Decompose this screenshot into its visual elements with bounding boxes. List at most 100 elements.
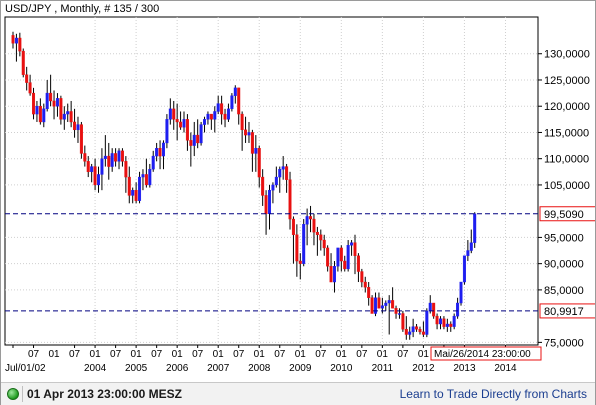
candle-down[interactable] bbox=[223, 113, 227, 120]
candle-up[interactable] bbox=[199, 124, 203, 144]
candle-up[interactable] bbox=[42, 108, 46, 123]
candle-up[interactable] bbox=[131, 189, 135, 196]
candle-down[interactable] bbox=[38, 106, 42, 123]
candle-up[interactable] bbox=[374, 297, 378, 314]
candle-up[interactable] bbox=[425, 310, 429, 335]
candle-down[interactable] bbox=[257, 147, 261, 178]
candle-down[interactable] bbox=[353, 242, 357, 256]
candle-up[interactable] bbox=[428, 302, 432, 312]
candle-down[interactable] bbox=[322, 239, 326, 249]
candle-down[interactable] bbox=[442, 318, 446, 327]
candle-up[interactable] bbox=[271, 184, 275, 191]
candle-up[interactable] bbox=[62, 113, 66, 120]
candle-up[interactable] bbox=[192, 134, 196, 146]
candle-up[interactable] bbox=[45, 92, 49, 110]
candle-down[interactable] bbox=[25, 74, 29, 83]
candle-down[interactable] bbox=[79, 124, 83, 154]
candle-up[interactable] bbox=[206, 113, 210, 120]
candle-down[interactable] bbox=[32, 92, 36, 115]
candle-down[interactable] bbox=[93, 166, 97, 186]
candle-down[interactable] bbox=[309, 216, 313, 220]
candle-down[interactable] bbox=[189, 140, 193, 146]
candle-up[interactable] bbox=[332, 266, 336, 283]
candle-down[interactable] bbox=[343, 260, 347, 270]
candle-down[interactable] bbox=[394, 308, 398, 314]
candle-up[interactable] bbox=[281, 166, 285, 170]
candle-up[interactable] bbox=[387, 300, 391, 304]
candle-up[interactable] bbox=[230, 95, 234, 110]
candle-down[interactable] bbox=[86, 161, 90, 173]
candle-down[interactable] bbox=[220, 103, 224, 115]
candle-up[interactable] bbox=[350, 242, 354, 246]
candle-up[interactable] bbox=[148, 168, 152, 186]
candle-down[interactable] bbox=[209, 113, 213, 120]
candle-down[interactable] bbox=[298, 260, 302, 264]
candle-down[interactable] bbox=[326, 247, 330, 267]
candle-up[interactable] bbox=[247, 132, 251, 136]
candle-down[interactable] bbox=[244, 129, 248, 136]
candle-up[interactable] bbox=[138, 176, 142, 201]
candle-down[interactable] bbox=[52, 100, 56, 107]
candle-down[interactable] bbox=[21, 50, 25, 75]
candle-down[interactable] bbox=[185, 119, 189, 141]
candle-down[interactable] bbox=[360, 271, 364, 283]
candle-down[interactable] bbox=[356, 255, 360, 272]
candle-down[interactable] bbox=[196, 134, 200, 144]
candle-up[interactable] bbox=[411, 326, 415, 333]
candle-up[interactable] bbox=[336, 247, 340, 267]
candle-down[interactable] bbox=[449, 323, 453, 327]
candle-up[interactable] bbox=[168, 108, 172, 120]
candle-down[interactable] bbox=[11, 35, 15, 44]
candle-down[interactable] bbox=[175, 119, 179, 123]
candle-up[interactable] bbox=[278, 168, 282, 178]
candle-up[interactable] bbox=[466, 250, 470, 256]
candle-down[interactable] bbox=[404, 329, 408, 335]
candle-up[interactable] bbox=[439, 318, 443, 325]
candle-up[interactable] bbox=[151, 155, 155, 170]
candle-down[interactable] bbox=[172, 108, 176, 120]
candle-up[interactable] bbox=[165, 119, 169, 144]
candle-up[interactable] bbox=[445, 323, 449, 327]
candle-down[interactable] bbox=[107, 155, 111, 167]
candle-down[interactable] bbox=[421, 331, 425, 335]
candle-down[interactable] bbox=[401, 313, 405, 330]
candle-down[interactable] bbox=[288, 179, 292, 220]
candle-up[interactable] bbox=[96, 174, 100, 186]
candle-up[interactable] bbox=[182, 119, 186, 128]
candle-up[interactable] bbox=[233, 87, 237, 96]
candle-down[interactable] bbox=[158, 147, 162, 157]
candle-up[interactable] bbox=[274, 176, 278, 186]
candle-up[interactable] bbox=[100, 158, 104, 175]
candle-down[interactable] bbox=[261, 176, 265, 196]
candle-up[interactable] bbox=[117, 150, 121, 162]
candle-down[interactable] bbox=[391, 300, 395, 309]
candle-down[interactable] bbox=[377, 297, 381, 309]
candle-up[interactable] bbox=[66, 111, 70, 115]
candle-down[interactable] bbox=[315, 231, 319, 235]
candle-down[interactable] bbox=[49, 92, 53, 102]
candle-down[interactable] bbox=[28, 82, 32, 94]
candle-up[interactable] bbox=[76, 124, 80, 131]
candle-up[interactable] bbox=[14, 37, 18, 44]
candle-up[interactable] bbox=[384, 302, 388, 306]
candle-up[interactable] bbox=[302, 224, 306, 264]
candle-up[interactable] bbox=[469, 242, 473, 251]
candle-up[interactable] bbox=[216, 103, 220, 112]
price-chart[interactable]: 130,0000 125,0000 120,0000 115,0000 110,0000… bbox=[1, 1, 595, 381]
learn-to-trade-link[interactable]: Learn to Trade Directly from Charts bbox=[399, 387, 587, 401]
candle-down[interactable] bbox=[363, 281, 367, 288]
candle-down[interactable] bbox=[69, 111, 73, 123]
candle-up[interactable] bbox=[55, 98, 59, 107]
candle-up[interactable] bbox=[254, 147, 258, 154]
candle-down[interactable] bbox=[134, 189, 138, 201]
candle-down[interactable] bbox=[370, 297, 374, 314]
candle-up[interactable] bbox=[103, 155, 107, 159]
candle-down[interactable] bbox=[418, 329, 422, 333]
candle-up[interactable] bbox=[459, 281, 463, 304]
candle-down[interactable] bbox=[432, 302, 436, 317]
candle-down[interactable] bbox=[18, 37, 22, 52]
candle-down[interactable] bbox=[367, 287, 371, 298]
candle-down[interactable] bbox=[312, 218, 316, 233]
candle-up[interactable] bbox=[90, 166, 94, 173]
candle-up[interactable] bbox=[203, 119, 207, 125]
